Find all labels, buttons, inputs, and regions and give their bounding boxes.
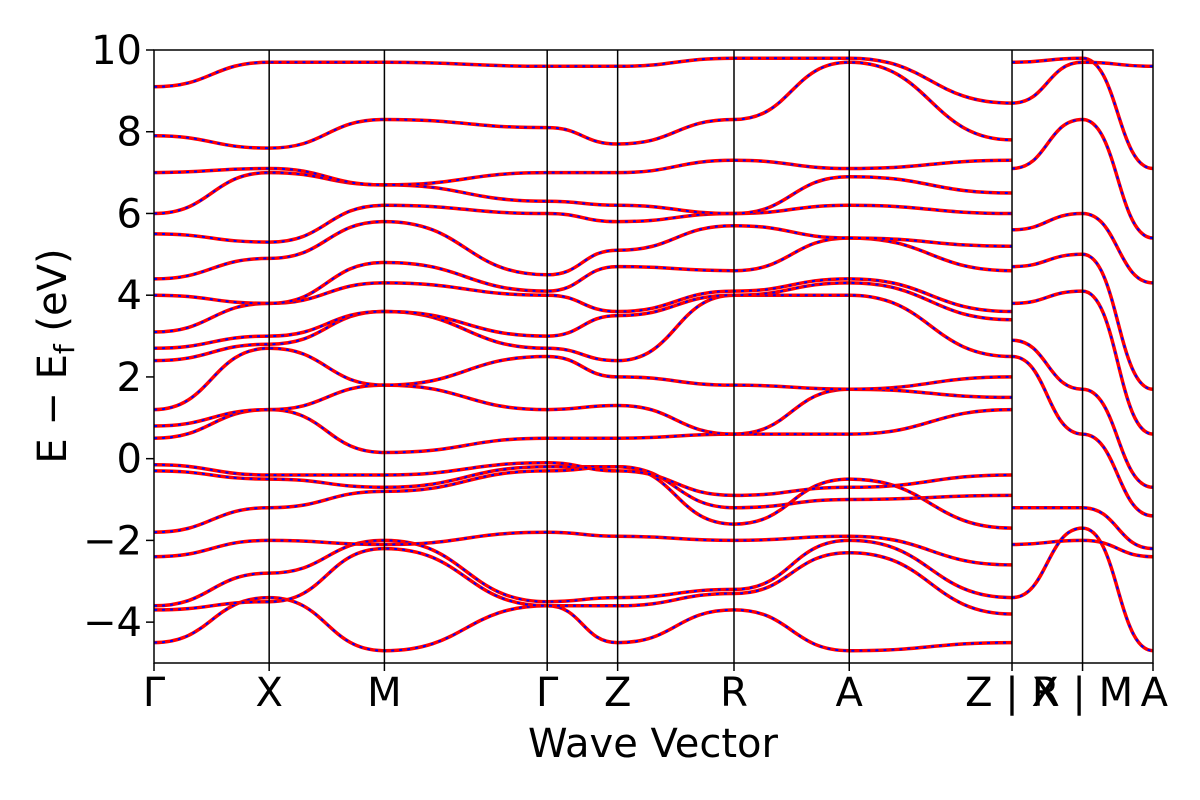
band-line-overlay-17 xyxy=(154,171,1013,215)
x-tick-label: Γ xyxy=(143,670,166,716)
y-axis-label-main: E − E xyxy=(30,354,76,464)
band-line-overlay-9 xyxy=(154,384,1013,436)
x-tick-label: Γ xyxy=(536,670,559,716)
plot-frame xyxy=(153,49,1154,664)
band-line-overlay-22 xyxy=(1011,539,1153,558)
band-line-overlay-29 xyxy=(1011,118,1153,239)
y-tick-label: 10 xyxy=(91,28,142,74)
x-tick-label: M xyxy=(367,670,402,716)
y-tick-label: 0 xyxy=(117,437,142,483)
x-tick-label: A xyxy=(1141,670,1169,716)
x-axis-label: Wave Vector xyxy=(528,721,779,767)
y-axis-label-unit: (eV) xyxy=(30,248,76,344)
x-tick-label: R | M xyxy=(1032,670,1133,716)
band-line-overlay-2 xyxy=(154,547,1013,615)
y-tick-label: 6 xyxy=(117,191,142,237)
band-line-overlay-27 xyxy=(1011,253,1153,391)
y-tick-label: 2 xyxy=(117,355,142,401)
band-line-overlay-23 xyxy=(1012,506,1153,550)
x-tick-label: X xyxy=(255,670,282,716)
high-symmetry-lines xyxy=(268,50,1084,663)
x-tick-label: A xyxy=(836,670,864,716)
band-line-overlay-24 xyxy=(1011,355,1153,517)
y-tick-label: −4 xyxy=(83,600,142,646)
band-line-overlay-31 xyxy=(1011,61,1153,105)
band-line-overlay-12 xyxy=(154,281,1013,350)
x-tick-label: Z xyxy=(604,670,631,716)
band-line-overlay-26 xyxy=(1011,290,1153,436)
y-axis-ticks: −4 −2 0 2 4 6 8 10 xyxy=(83,28,154,646)
y-axis-label-subscript: f xyxy=(48,343,81,354)
x-tick-label: Z | X xyxy=(965,670,1059,716)
y-tick-label: −2 xyxy=(83,518,142,564)
band-line-overlay-7 xyxy=(154,461,1013,497)
y-tick-label: 4 xyxy=(117,273,142,319)
y-axis-label: E − Ef (eV) xyxy=(30,248,81,463)
band-line-overlay-11 xyxy=(154,294,1013,362)
band-line-overlay-19 xyxy=(154,61,1013,150)
y-tick-label: 8 xyxy=(117,110,142,156)
x-tick-label: R xyxy=(720,670,748,716)
